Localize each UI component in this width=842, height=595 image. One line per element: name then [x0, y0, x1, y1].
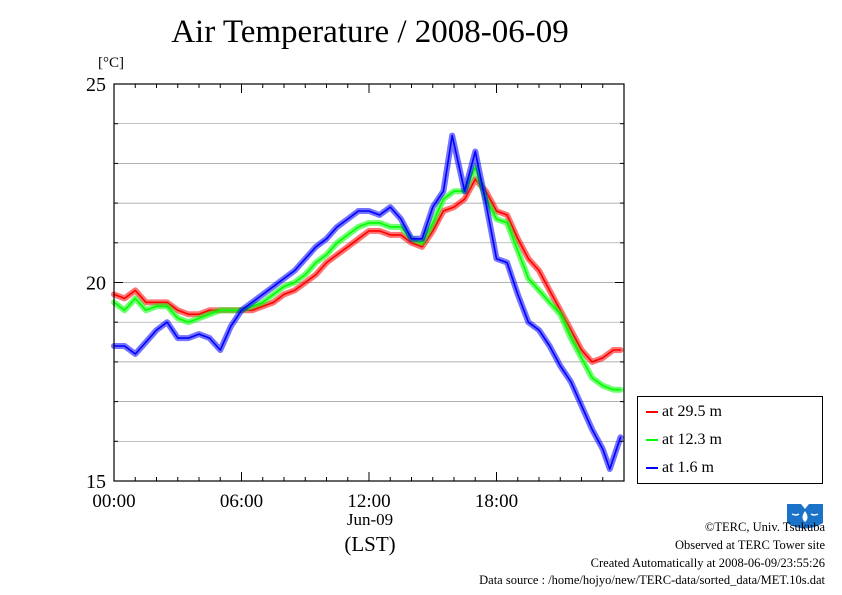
- x-axis-date-label: Jun-09: [346, 510, 394, 529]
- terc-logo-icon: [787, 504, 823, 529]
- legend-label: at 12.3 m: [662, 431, 722, 448]
- x-tick-label: 00:00: [92, 491, 135, 512]
- series-lines: [111, 132, 624, 473]
- legend-label: at 29.5 m: [662, 403, 722, 420]
- x-tick-label: 18:00: [475, 491, 518, 512]
- legend-entry-12-3m: at 12.3 m: [646, 430, 722, 450]
- series-halo-2: [111, 132, 624, 473]
- axis-ticks: 15 20 25 00:00 06:00 12:00 18:00: [86, 74, 625, 512]
- x-tick-label: 06:00: [220, 491, 263, 512]
- x-tick-label: 12:00: [347, 491, 390, 512]
- legend-swatch-red: [646, 411, 658, 413]
- legend-label: at 1.6 m: [662, 459, 714, 476]
- y-axis-unit-label: [°C]: [98, 55, 124, 71]
- series-line-1: [113, 166, 622, 391]
- y-tick-label: 25: [86, 74, 106, 96]
- grid-lines: [114, 123, 624, 442]
- legend-entry-29-5m: at 29.5 m: [646, 402, 722, 422]
- legend-entry-1-6m: at 1.6 m: [646, 458, 714, 478]
- y-tick-label: 20: [86, 273, 106, 295]
- data-source-text: Data source : /home/hojyo/new/TERC-data/…: [479, 573, 825, 587]
- y-tick-label: 15: [86, 471, 106, 493]
- series-line-0: [113, 178, 622, 363]
- created-timestamp-text: Created Automatically at 2008-06-09/23:5…: [590, 556, 825, 570]
- observation-site-text: Observed at TERC Tower site: [674, 538, 825, 552]
- x-axis-unit-label: (LST): [344, 532, 396, 556]
- legend-swatch-green: [646, 439, 658, 441]
- chart-legend: at 29.5 m at 12.3 m at 1.6 m: [637, 396, 823, 484]
- series-line-2: [113, 134, 622, 470]
- chart-title: Air Temperature / 2008-06-09: [171, 14, 569, 50]
- copyright-text: ©TERC, Univ. Tsukuba: [704, 520, 825, 534]
- legend-swatch-blue: [646, 467, 658, 469]
